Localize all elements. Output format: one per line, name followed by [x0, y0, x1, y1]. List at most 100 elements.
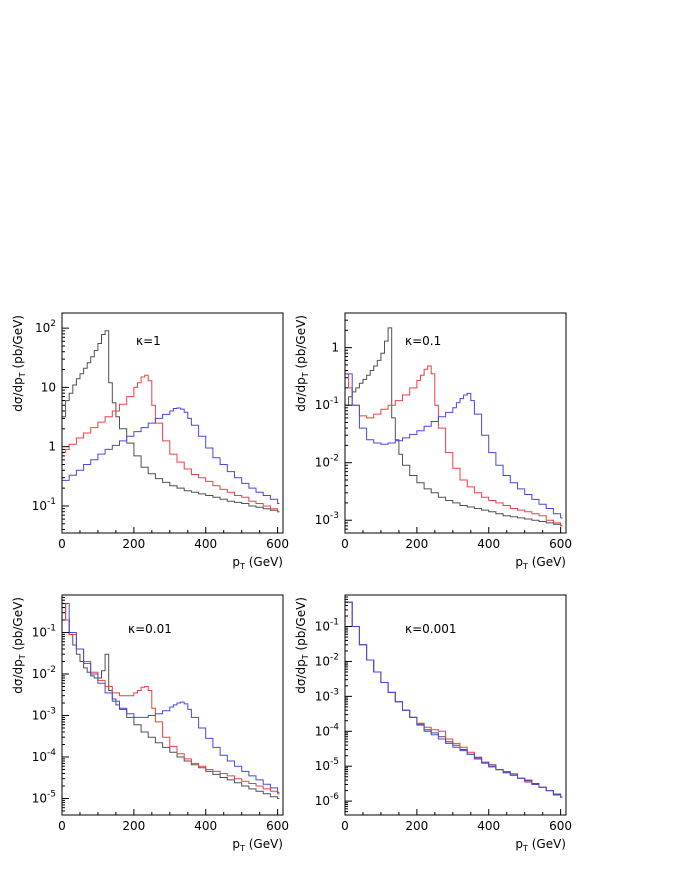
y-tick-label-exp: -5: [47, 789, 56, 799]
y-axis-label: dσ/dpT (pb/GeV): [11, 597, 27, 694]
y-axis-label-sub: T: [18, 372, 27, 378]
x-tick-label: 0: [58, 819, 66, 833]
y-tick-label-exp: -1: [330, 396, 339, 406]
kappa-annotation: κ=0.01: [128, 622, 172, 636]
x-axis-label-base: p: [232, 555, 240, 569]
y-tick-label-base: 10: [315, 794, 330, 808]
y-tick-label: 1: [48, 440, 56, 454]
y-tick-label-base: 10: [315, 724, 330, 738]
x-tick-label: 200: [122, 537, 145, 551]
y-tick-label-exp: -2: [330, 454, 339, 464]
y-axis-label-sub: T: [301, 654, 310, 660]
y-tick-label: 10: [41, 380, 56, 394]
y-tick-label-exp: -3: [330, 511, 339, 521]
kappa-annotation: κ=1: [136, 334, 161, 348]
plot-frame: [61, 594, 284, 816]
y-tick-label-base: 10: [315, 654, 330, 668]
y-axis-label-rest: (pb/GeV): [294, 597, 308, 654]
y-axis-label-base: dσ/dp: [294, 377, 308, 412]
x-tick-label: 0: [341, 537, 349, 551]
series-line: [62, 407, 280, 504]
x-axis-label: pT (GeV): [232, 555, 283, 571]
x-tick-label: 600: [266, 537, 289, 551]
y-tick-label: 10-2: [32, 665, 56, 681]
y-tick-label-exp: -4: [47, 748, 56, 758]
y-tick-label-exp: 2: [50, 319, 56, 329]
series-line: [345, 327, 563, 527]
y-tick-label-base: 10: [315, 456, 330, 470]
y-tick-label: 1: [331, 341, 339, 355]
series-line: [62, 374, 280, 513]
x-axis-label-rest: (GeV): [528, 837, 566, 851]
y-axis-label: dσ/dpT (pb/GeV): [11, 315, 27, 412]
x-axis-label-base: p: [232, 837, 240, 851]
y-tick-label-base: 10: [315, 620, 330, 634]
y-tick-label: 10-3: [315, 511, 339, 527]
y-axis-label-sub: T: [18, 654, 27, 660]
y-tick-label: 10-2: [315, 454, 339, 470]
y-tick-label-base: 10: [32, 667, 47, 681]
y-tick-label-base: 10: [41, 380, 56, 394]
plot-frame: [344, 594, 567, 816]
y-tick-label-exp: -2: [330, 652, 339, 662]
y-tick-label-exp: -4: [330, 722, 339, 732]
x-tick-label: 0: [341, 819, 349, 833]
series-line: [345, 365, 563, 527]
x-tick-label: 400: [194, 537, 217, 551]
y-tick-label-base: 1: [331, 341, 339, 355]
y-tick-label-exp: -1: [330, 618, 339, 628]
x-axis-label-sub: T: [522, 562, 528, 571]
y-tick-label-base: 10: [32, 708, 47, 722]
y-axis-label-base: dσ/dp: [11, 377, 25, 412]
y-axis-label: dσ/dpT (pb/GeV): [294, 315, 310, 412]
y-tick-label-exp: -2: [47, 665, 56, 675]
x-tick-label: 200: [122, 819, 145, 833]
y-tick-label-exp: -5: [330, 757, 339, 767]
series-line: [345, 373, 563, 519]
y-tick-label-exp: -6: [330, 792, 339, 802]
x-axis-label-rest: (GeV): [245, 837, 283, 851]
y-tick-label: 10-4: [315, 722, 340, 738]
kappa-annotation: κ=0.001: [405, 622, 456, 636]
plot-frame: [61, 312, 284, 534]
y-tick-label-base: 10: [32, 750, 47, 764]
plot-frame: [344, 312, 567, 534]
y-axis-label: dσ/dpT (pb/GeV): [294, 597, 310, 694]
y-tick-label-exp: -3: [47, 706, 56, 716]
y-tick-label: 10-1: [32, 623, 56, 639]
x-tick-label: 400: [194, 819, 217, 833]
kappa-annotation: κ=0.1: [405, 334, 441, 348]
y-tick-label: 10-2: [315, 652, 339, 668]
x-axis-label-sub: T: [522, 844, 528, 853]
x-axis-label: pT (GeV): [515, 837, 566, 853]
y-tick-label-base: 10: [315, 398, 330, 412]
y-tick-label-base: 10: [32, 791, 47, 805]
y-axis-label-base: dσ/dp: [11, 659, 25, 694]
y-tick-label: 10-3: [32, 706, 56, 722]
y-tick-label: 10-5: [32, 789, 56, 805]
x-tick-label: 200: [405, 537, 428, 551]
y-tick-label-base: 10: [32, 499, 47, 513]
y-tick-label-base: 10: [315, 759, 330, 773]
x-tick-label: 400: [477, 819, 500, 833]
y-tick-label-base: 10: [315, 689, 330, 703]
y-tick-label: 10-4: [32, 748, 57, 764]
x-axis-label-rest: (GeV): [245, 555, 283, 569]
y-axis-label-rest: (pb/GeV): [11, 315, 25, 372]
y-tick-label: 10-3: [315, 687, 339, 703]
y-tick-label-exp: -3: [330, 687, 339, 697]
y-axis-label-base: dσ/dp: [294, 659, 308, 694]
x-tick-label: 400: [477, 537, 500, 551]
y-axis-label-sub: T: [301, 372, 310, 378]
x-tick-label: 600: [266, 819, 289, 833]
y-tick-label-base: 10: [315, 513, 330, 527]
x-tick-label: 200: [405, 819, 428, 833]
y-tick-label-base: 10: [32, 625, 47, 639]
y-tick-label-base: 1: [48, 440, 56, 454]
y-tick-label: 10-6: [315, 792, 340, 808]
y-tick-label: 10-1: [315, 618, 339, 634]
y-tick-label: 10-5: [315, 757, 339, 773]
